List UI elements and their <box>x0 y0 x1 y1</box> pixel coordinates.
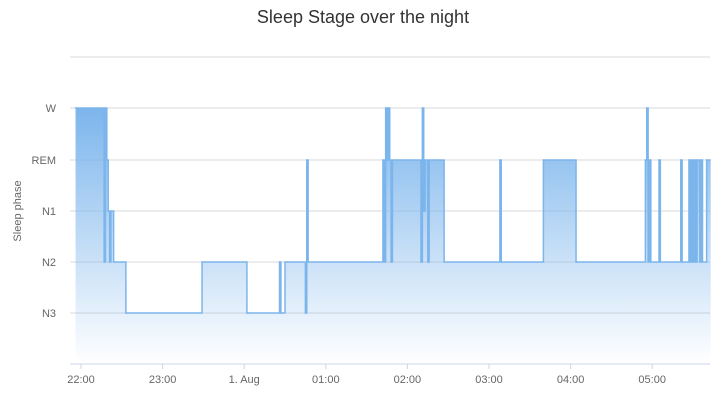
data-point <box>575 261 577 263</box>
data-point <box>499 159 501 161</box>
data-point <box>383 261 385 263</box>
data-point <box>706 159 708 161</box>
data-point <box>658 159 660 161</box>
data-point <box>382 159 384 161</box>
data-point <box>422 107 424 109</box>
data-point <box>577 261 579 263</box>
chart-title: Sleep Stage over the night <box>257 7 469 27</box>
data-point <box>694 159 696 161</box>
data-point <box>688 159 690 161</box>
data-point <box>201 261 203 263</box>
data-point <box>649 159 651 161</box>
data-point <box>680 159 682 161</box>
data-point <box>543 159 545 161</box>
data-point <box>288 261 290 263</box>
x-tick-label: 01:00 <box>312 374 340 386</box>
data-point <box>107 210 109 212</box>
y-tick-n1: N1 <box>42 206 56 218</box>
sleep-phase-series <box>75 107 711 364</box>
data-point <box>500 261 502 263</box>
data-point <box>689 261 691 263</box>
data-point <box>702 261 704 263</box>
data-point <box>306 159 308 161</box>
data-point <box>281 312 283 314</box>
data-point <box>110 210 112 212</box>
data-point <box>75 107 77 109</box>
data-point <box>443 261 445 263</box>
data-point <box>428 159 430 161</box>
data-point <box>113 261 115 263</box>
x-tick-labels: 22:00 23:00 1. Aug 01:00 02:00 03:00 04:00 05:0… <box>67 364 666 386</box>
data-point <box>385 107 387 109</box>
data-point <box>388 107 390 109</box>
data-point <box>389 159 391 161</box>
data-point <box>660 261 662 263</box>
y-axis-label: Sleep phase <box>12 180 24 241</box>
y-tick-n3: N3 <box>42 308 56 320</box>
data-point <box>692 261 694 263</box>
data-point <box>246 312 248 314</box>
x-tick-label: 05:00 <box>638 374 666 386</box>
x-tick-label: 03:00 <box>475 374 503 386</box>
data-point <box>699 261 701 263</box>
data-point <box>650 261 652 263</box>
x-tick-label: 04:00 <box>557 374 585 386</box>
data-point <box>700 159 702 161</box>
y-tick-w: W <box>46 103 57 115</box>
data-point <box>307 261 309 263</box>
data-point <box>647 261 649 263</box>
y-tick-rem: REM <box>32 155 56 167</box>
data-point <box>125 312 127 314</box>
data-point <box>203 261 205 263</box>
data-point <box>691 159 693 161</box>
data-point <box>109 261 111 263</box>
x-tick-label: 22:00 <box>67 374 95 386</box>
data-point <box>390 261 392 263</box>
data-point <box>279 261 281 263</box>
y-tick-n2: N2 <box>42 257 56 269</box>
x-tick-label: 02:00 <box>394 374 422 386</box>
data-point <box>103 261 105 263</box>
data-point <box>646 107 648 109</box>
data-point <box>681 261 683 263</box>
data-point <box>305 312 307 314</box>
data-point <box>392 159 394 161</box>
data-point <box>247 312 249 314</box>
data-point <box>105 107 107 109</box>
x-tick-label: 1. Aug <box>229 374 260 386</box>
data-point <box>423 210 425 212</box>
data-point <box>106 159 108 161</box>
data-point <box>696 159 698 161</box>
data-point <box>427 261 429 263</box>
data-point <box>386 159 388 161</box>
data-point <box>695 261 697 263</box>
x-tick-label: 23:00 <box>149 374 177 386</box>
data-point <box>645 159 647 161</box>
y-tick-labels: N3 N2 N1 REM W <box>32 103 57 320</box>
data-point <box>424 159 426 161</box>
data-point <box>420 261 422 263</box>
data-point <box>284 261 286 263</box>
